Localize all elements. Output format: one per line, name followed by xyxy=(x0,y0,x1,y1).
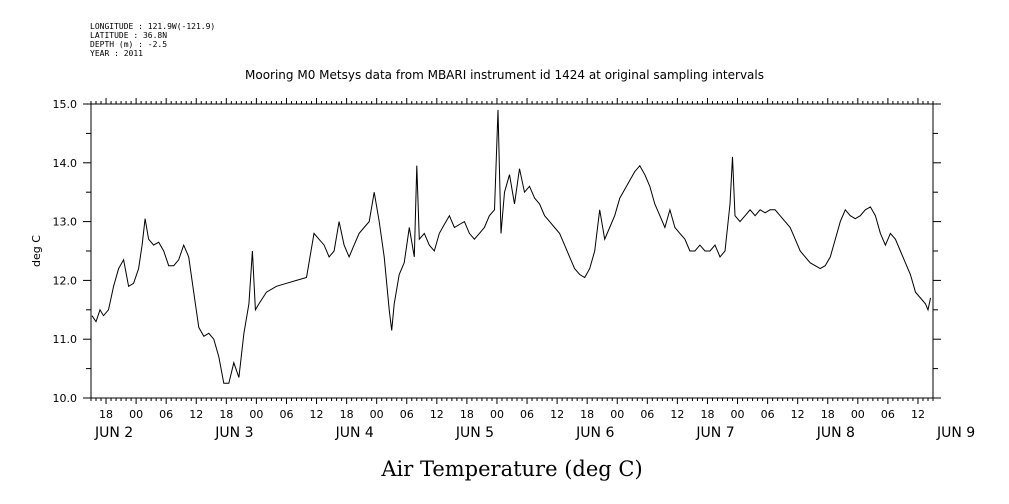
latitude-text: LATITUDE : 36.8N xyxy=(90,31,168,40)
y-tick-label: 14.0 xyxy=(53,157,78,170)
x-tick-label: 12 xyxy=(550,408,564,421)
x-tick-label: 18 xyxy=(340,408,354,421)
x-tick-label: 18 xyxy=(460,408,474,421)
x-day-label: JUN 8 xyxy=(816,425,855,441)
x-day-label: JUN 2 xyxy=(94,425,133,441)
plot-frame xyxy=(90,103,934,399)
x-tick-label: 12 xyxy=(430,408,444,421)
x-tick-label: 12 xyxy=(791,408,805,421)
y-axis-label: deg C xyxy=(30,235,43,267)
x-tick-label: 00 xyxy=(731,408,745,421)
x-tick-label: 18 xyxy=(700,408,714,421)
y-tick-label: 10.0 xyxy=(53,392,78,405)
x-tick-label: 06 xyxy=(159,408,173,421)
x-tick-label: 18 xyxy=(99,408,113,421)
x-axis-label: Air Temperature (deg C) xyxy=(380,457,642,481)
depth-text: DEPTH (m) : -2.5 xyxy=(90,40,168,49)
x-day-label: JUN 7 xyxy=(695,425,734,441)
x-day-label: JUN 9 xyxy=(936,425,975,441)
series-line xyxy=(91,109,931,384)
x-day-label: JUN 4 xyxy=(335,425,374,441)
x-tick-label: 18 xyxy=(580,408,594,421)
y-tick-label: 13.0 xyxy=(53,216,78,229)
x-tick-label: 06 xyxy=(400,408,414,421)
year-text: YEAR : 2011 xyxy=(90,49,143,58)
x-day-label: JUN 6 xyxy=(575,425,614,441)
x-tick-label: 00 xyxy=(851,408,865,421)
metadata-block: LONGITUDE : 121.9W(-121.9) LATITUDE : 36… xyxy=(90,22,215,58)
x-day-label: JUN 3 xyxy=(214,425,253,441)
x-tick-label: 12 xyxy=(670,408,684,421)
y-tick-label: 12.0 xyxy=(53,274,78,287)
y-tick-label: 11.0 xyxy=(53,333,78,346)
x-tick-label: 00 xyxy=(249,408,263,421)
x-tick-label: 12 xyxy=(310,408,324,421)
x-tick-label: 00 xyxy=(490,408,504,421)
x-tick-label: 00 xyxy=(129,408,143,421)
x-tick-label: 00 xyxy=(610,408,624,421)
x-tick-label: 18 xyxy=(821,408,835,421)
y-tick-label: 15.0 xyxy=(53,98,78,111)
longitude-text: LONGITUDE : 121.9W(-121.9) xyxy=(90,22,216,31)
x-tick-label: 06 xyxy=(761,408,775,421)
x-tick-label: 12 xyxy=(189,408,203,421)
x-tick-label: 06 xyxy=(881,408,895,421)
x-day-label: JUN 5 xyxy=(455,425,494,441)
x-tick-label: 06 xyxy=(279,408,293,421)
x-tick-label: 06 xyxy=(640,408,654,421)
x-tick-label: 06 xyxy=(520,408,534,421)
x-tick-label: 18 xyxy=(219,408,233,421)
x-tick-label: 00 xyxy=(370,408,384,421)
chart-title: Mooring M0 Metsys data from MBARI instru… xyxy=(245,68,764,82)
x-tick-label: 12 xyxy=(911,408,925,421)
